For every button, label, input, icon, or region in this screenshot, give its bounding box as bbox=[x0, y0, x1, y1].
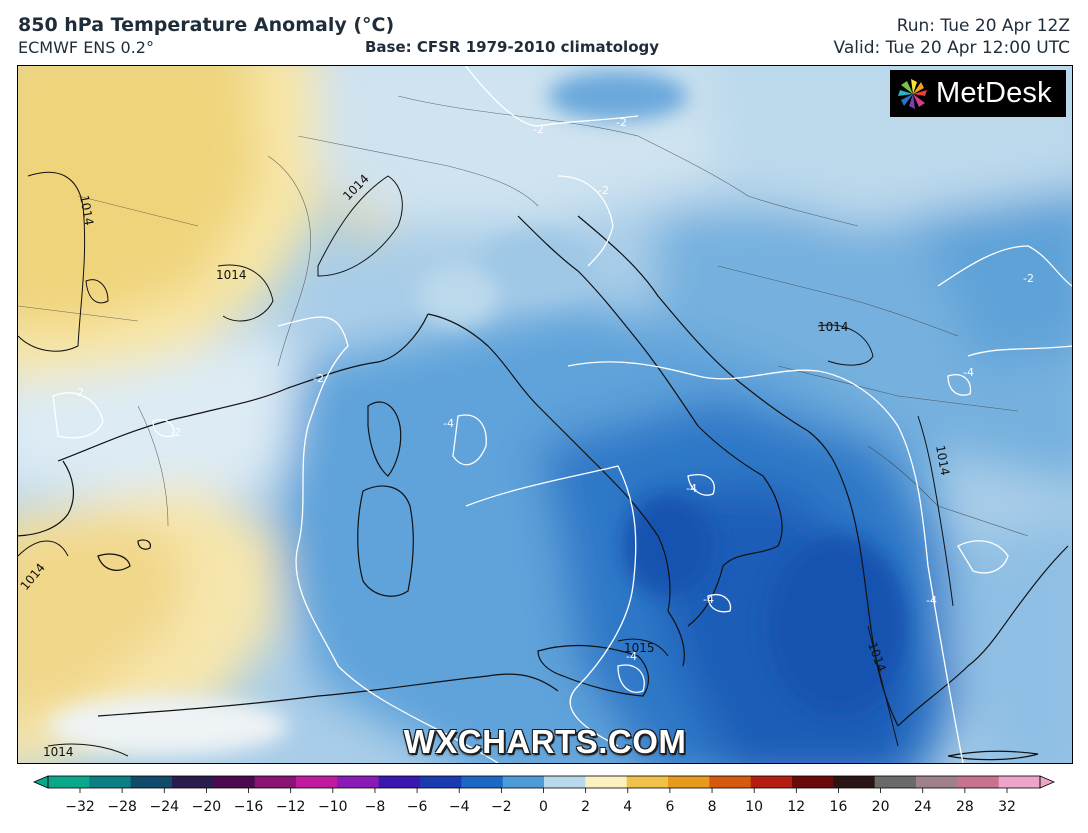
colorbar-tick-label: −12 bbox=[276, 799, 306, 815]
metdesk-logo-text: MetDesk bbox=[936, 77, 1052, 109]
colorbar-tick-label: 4 bbox=[623, 799, 632, 815]
colorbar-tick-label: 6 bbox=[665, 799, 674, 815]
metdesk-pinwheel-icon bbox=[898, 78, 927, 109]
isobar-label: 1014 bbox=[216, 268, 247, 282]
isobar-label: 1014 bbox=[933, 444, 952, 477]
contour-label: -2 bbox=[1023, 272, 1034, 285]
contour-label: -4 bbox=[443, 417, 454, 430]
colorbar-segment bbox=[89, 776, 132, 788]
colorbar-segment bbox=[916, 776, 958, 788]
colorbar-segment bbox=[337, 776, 380, 788]
isobar-label: 1015 bbox=[624, 641, 655, 655]
colorbar-tick-label: −24 bbox=[149, 799, 179, 815]
contour-label: -4 bbox=[686, 482, 697, 495]
contour-label: -2 bbox=[73, 386, 84, 399]
colorbar-segment bbox=[130, 776, 173, 788]
colorbar-segment bbox=[585, 776, 628, 788]
colorbar-tick-label: −8 bbox=[365, 799, 386, 815]
colorbar-segment bbox=[48, 776, 90, 788]
contour-label: -2 bbox=[313, 372, 324, 385]
colorbar-segment bbox=[461, 776, 504, 788]
colorbar-segment bbox=[296, 776, 338, 788]
contour-label: -4 bbox=[626, 650, 637, 663]
colorbar-left-arrow bbox=[32, 775, 49, 789]
isobar-label: 1014 bbox=[77, 194, 96, 227]
colorbar-ticks: −32 −28 −24 −20 −16 −12 −10 −8 −6 −4 −2 0 2 4 6 8 10 12 16… bbox=[65, 788, 1016, 815]
colorbar-segment bbox=[378, 776, 421, 788]
colorbar-tick-label: 32 bbox=[998, 799, 1016, 815]
colorbar-segments bbox=[48, 776, 1041, 788]
colorbar-right-arrow bbox=[1039, 775, 1056, 789]
colorbar-tick-label: 24 bbox=[914, 799, 932, 815]
chart-title: 850 hPa Temperature Anomaly (°C) bbox=[18, 14, 395, 36]
metdesk-logo: MetDesk bbox=[890, 70, 1066, 117]
isobars bbox=[18, 171, 954, 757]
colorbar-segment bbox=[502, 776, 545, 788]
run-time-label: Run: Tue 20 Apr 12Z bbox=[896, 16, 1070, 36]
isobar-label: 1014 bbox=[818, 320, 849, 334]
colorbar-segment bbox=[213, 776, 256, 788]
map-panel: 1014 1014 1014 1014 1014 1014 1014 1014 … bbox=[17, 65, 1073, 764]
colorbar-tick-label: 12 bbox=[787, 799, 805, 815]
contour-label: -2 bbox=[533, 123, 544, 136]
colorbar-segment bbox=[254, 776, 297, 788]
anomaly-contour-labels: -2 -2 -2 -2 -2 -2 -2 -4 -4 -4 -4 -4 -4 bbox=[73, 116, 1034, 663]
colorbar-tick-label: 0 bbox=[539, 799, 548, 815]
contour-label: -2 bbox=[170, 426, 181, 439]
colorbar-segment bbox=[420, 776, 462, 788]
colorbar-tick-label: 28 bbox=[956, 799, 974, 815]
colorbar-tick-label: 2 bbox=[581, 799, 590, 815]
colorbar-tick-label: −16 bbox=[234, 799, 264, 815]
colorbar-segment bbox=[998, 776, 1041, 788]
anomaly-detail bbox=[48, 71, 908, 756]
colorbar-tick-label: 10 bbox=[745, 799, 763, 815]
colorbar-segment bbox=[750, 776, 793, 788]
contour-label: -4 bbox=[963, 366, 974, 379]
colorbar-segment bbox=[833, 776, 876, 788]
valid-time-label: Valid: Tue 20 Apr 12:00 UTC bbox=[833, 38, 1070, 58]
colorbar-tick-label: 8 bbox=[708, 799, 717, 815]
colorbar-tick-label: −20 bbox=[192, 799, 222, 815]
colorbar-tick-label: −6 bbox=[407, 799, 428, 815]
colorbar-tick-label: −2 bbox=[491, 799, 512, 815]
model-label: ECMWF ENS 0.2° bbox=[18, 38, 154, 57]
colorbar-segment bbox=[668, 776, 710, 788]
watermark: WXCHARTS.COM bbox=[403, 723, 687, 760]
climatology-base-label: Base: CFSR 1979-2010 climatology bbox=[365, 38, 660, 56]
colorbar-tick-label: 16 bbox=[830, 799, 848, 815]
colorbar-tick-label: −32 bbox=[65, 799, 95, 815]
colorbar-segment bbox=[626, 776, 669, 788]
colorbar-segment bbox=[957, 776, 1000, 788]
colorbar-tick-label: −10 bbox=[318, 799, 348, 815]
anomaly-map: 1014 1014 1014 1014 1014 1014 1014 1014 … bbox=[18, 66, 1072, 763]
contour-label: -2 bbox=[598, 184, 609, 197]
colorbar-tick-label: 20 bbox=[872, 799, 890, 815]
colorbar-tick-label: −4 bbox=[449, 799, 470, 815]
anomaly-shading bbox=[18, 66, 1072, 763]
borders bbox=[18, 95, 1029, 537]
anomaly-contours bbox=[52, 66, 1072, 763]
contour-label: -4 bbox=[926, 594, 937, 607]
colorbar-segment bbox=[544, 776, 586, 788]
contour-label: -2 bbox=[616, 116, 627, 129]
colorbar-segment bbox=[709, 776, 752, 788]
contour-label: -4 bbox=[703, 593, 714, 606]
colorbar-segment bbox=[792, 776, 834, 788]
colorbar-tick-label: −28 bbox=[107, 799, 137, 815]
isobar-label: 1014 bbox=[43, 745, 74, 759]
colorbar-outline bbox=[47, 775, 1041, 789]
colorbar-segment bbox=[172, 776, 214, 788]
colorbar: −32 −28 −24 −20 −16 −12 −10 −8 −6 −4 −2 0 2 4 6 8 10 12 16… bbox=[32, 775, 1056, 815]
colorbar-segment bbox=[874, 776, 917, 788]
